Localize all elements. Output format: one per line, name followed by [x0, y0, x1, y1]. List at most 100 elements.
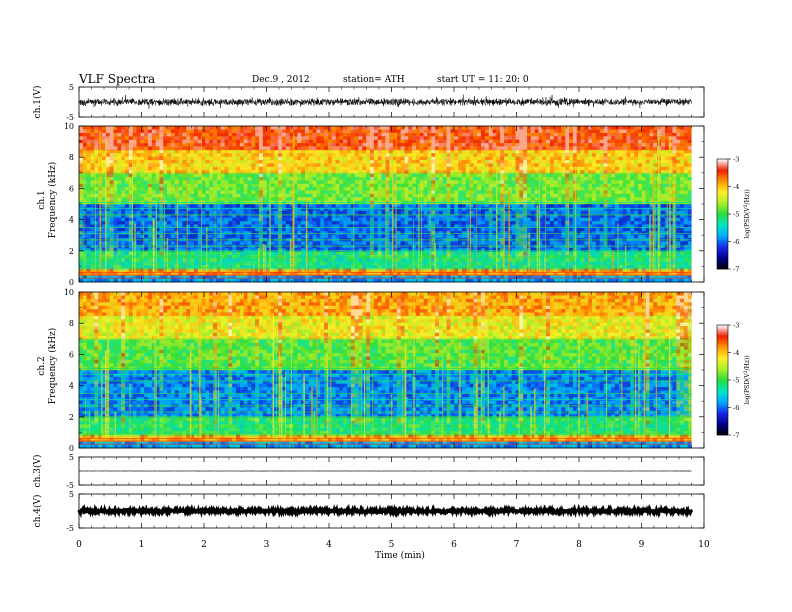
spectrogram-cells — [358, 325, 363, 330]
spectrogram-cells — [584, 221, 589, 225]
spectrogram-cells — [427, 292, 432, 296]
spectrogram-cells — [128, 132, 133, 137]
spectrogram-cells — [412, 227, 416, 232]
spectrogram-cells — [641, 268, 646, 272]
spectrogram-cells — [190, 292, 669, 442]
waveform-panel-ch3-waveform: 5 -5 ch.3(V) — [32, 453, 705, 490]
spectrogram-cells — [228, 143, 233, 147]
spectrogram-cells — [262, 210, 267, 215]
colorbar-segment — [717, 405, 728, 408]
spectrogram-cells — [381, 183, 386, 188]
colorbar-segment — [717, 394, 728, 397]
colorbar-segment — [717, 245, 728, 248]
spectrogram-cells — [435, 305, 439, 310]
spectrogram-cells — [278, 126, 283, 130]
spectrogram-cells — [163, 187, 168, 191]
spectrogram-cells — [144, 207, 627, 245]
colorbar-tick-label: -5 — [733, 211, 739, 219]
spectrogram-cells — [90, 139, 95, 144]
spectrogram-cells — [626, 268, 631, 272]
spectrogram-cells — [82, 139, 87, 144]
colorbar-tick-label: -7 — [733, 266, 739, 274]
colorbar-segment — [717, 326, 728, 329]
spectrogram-cells — [496, 370, 604, 384]
spectrogram-cells — [98, 376, 103, 381]
spectrogram-cells — [381, 176, 386, 181]
spectrogram-cells — [98, 126, 650, 276]
spectrogram-cells — [213, 302, 217, 306]
spectrogram-cells — [461, 132, 466, 137]
colorbar-segment — [717, 219, 728, 222]
spectrogram-cells — [144, 129, 149, 133]
spectrogram-cells — [523, 156, 528, 161]
x-tick-label: 0 — [76, 540, 82, 550]
spectrogram-cells — [278, 227, 283, 232]
spectrogram-cells — [278, 146, 608, 154]
colorbar-segment — [717, 201, 728, 204]
spectrogram-cells — [312, 132, 317, 137]
spectrogram-cells — [343, 129, 378, 150]
colorbar-tick-label: -7 — [733, 432, 739, 440]
spectrogram-cells — [500, 163, 505, 167]
spectrogram-cells — [569, 376, 573, 381]
spectrogram-cells — [396, 305, 401, 310]
spectrogram-cells — [603, 156, 608, 161]
spectrogram-cells — [117, 139, 122, 144]
colorbar-segment — [717, 429, 728, 432]
colorbar-segment — [717, 336, 728, 339]
spectrogram-cells — [312, 146, 317, 150]
spectrogram-cells — [419, 129, 424, 133]
colorbar-segment — [717, 160, 728, 163]
spectrogram-cells — [595, 143, 600, 147]
spectrogram-cells — [105, 370, 650, 449]
spectrogram-cells — [385, 153, 390, 157]
spectrogram-cells — [94, 298, 99, 303]
colorbar-segment — [717, 363, 728, 366]
spectrogram-cells — [213, 305, 217, 310]
colorbar-tick-label: -6 — [733, 404, 739, 412]
spectrogram-cells — [683, 315, 688, 320]
spectrogram-cells — [278, 268, 283, 272]
spectrogram-cells — [599, 146, 604, 150]
colorbar-segment — [717, 350, 728, 353]
spectrogram-cells — [637, 298, 642, 303]
spectrogram-cells — [343, 129, 348, 133]
spectrogram-cells — [519, 170, 524, 174]
spectrogram-cells — [481, 315, 485, 320]
spectrogram-cells — [595, 129, 600, 133]
spectrogram-cells — [435, 156, 439, 161]
colorbar-segment — [717, 254, 728, 257]
spectrogram-cells — [243, 298, 478, 364]
colorbar-segment — [717, 186, 728, 189]
spectrogram-cells — [94, 126, 99, 137]
y-axis-label: ch.2Frequency (kHz) — [37, 328, 58, 405]
spectrogram-cells — [327, 163, 348, 167]
spectrogram-cells — [213, 143, 217, 147]
spectrogram-cells — [354, 146, 359, 150]
spectrogram-cells — [431, 397, 436, 401]
spectrogram-cells — [630, 132, 635, 137]
y-tick-label: 0 — [69, 278, 74, 287]
colorbar-segment — [717, 367, 728, 370]
spectrogram-cells — [377, 132, 382, 137]
colorbar-segment — [717, 332, 728, 335]
colorbar-segment — [717, 243, 728, 246]
spectrogram-cells — [220, 136, 225, 140]
spectrogram-cells — [147, 305, 152, 310]
spectrogram-cells — [595, 305, 600, 310]
spectrogram-cells — [511, 227, 516, 232]
colorbar-segment — [717, 208, 728, 211]
colorbar-segment — [717, 431, 728, 434]
colorbar-segment — [717, 195, 728, 198]
spectrogram-cells — [450, 359, 455, 364]
colorbar-segment — [717, 328, 728, 331]
y-tick-label: -5 — [66, 524, 74, 533]
spectrogram-cells — [213, 336, 217, 340]
spectrogram-cells — [676, 322, 681, 327]
spectrogram-cells — [147, 268, 152, 272]
spectrogram-cells — [630, 298, 635, 303]
spectrogram-cells — [530, 129, 535, 133]
spectrogram-cells — [220, 139, 225, 144]
colorbar-segment — [717, 396, 728, 399]
spectrogram-cells — [519, 173, 524, 178]
